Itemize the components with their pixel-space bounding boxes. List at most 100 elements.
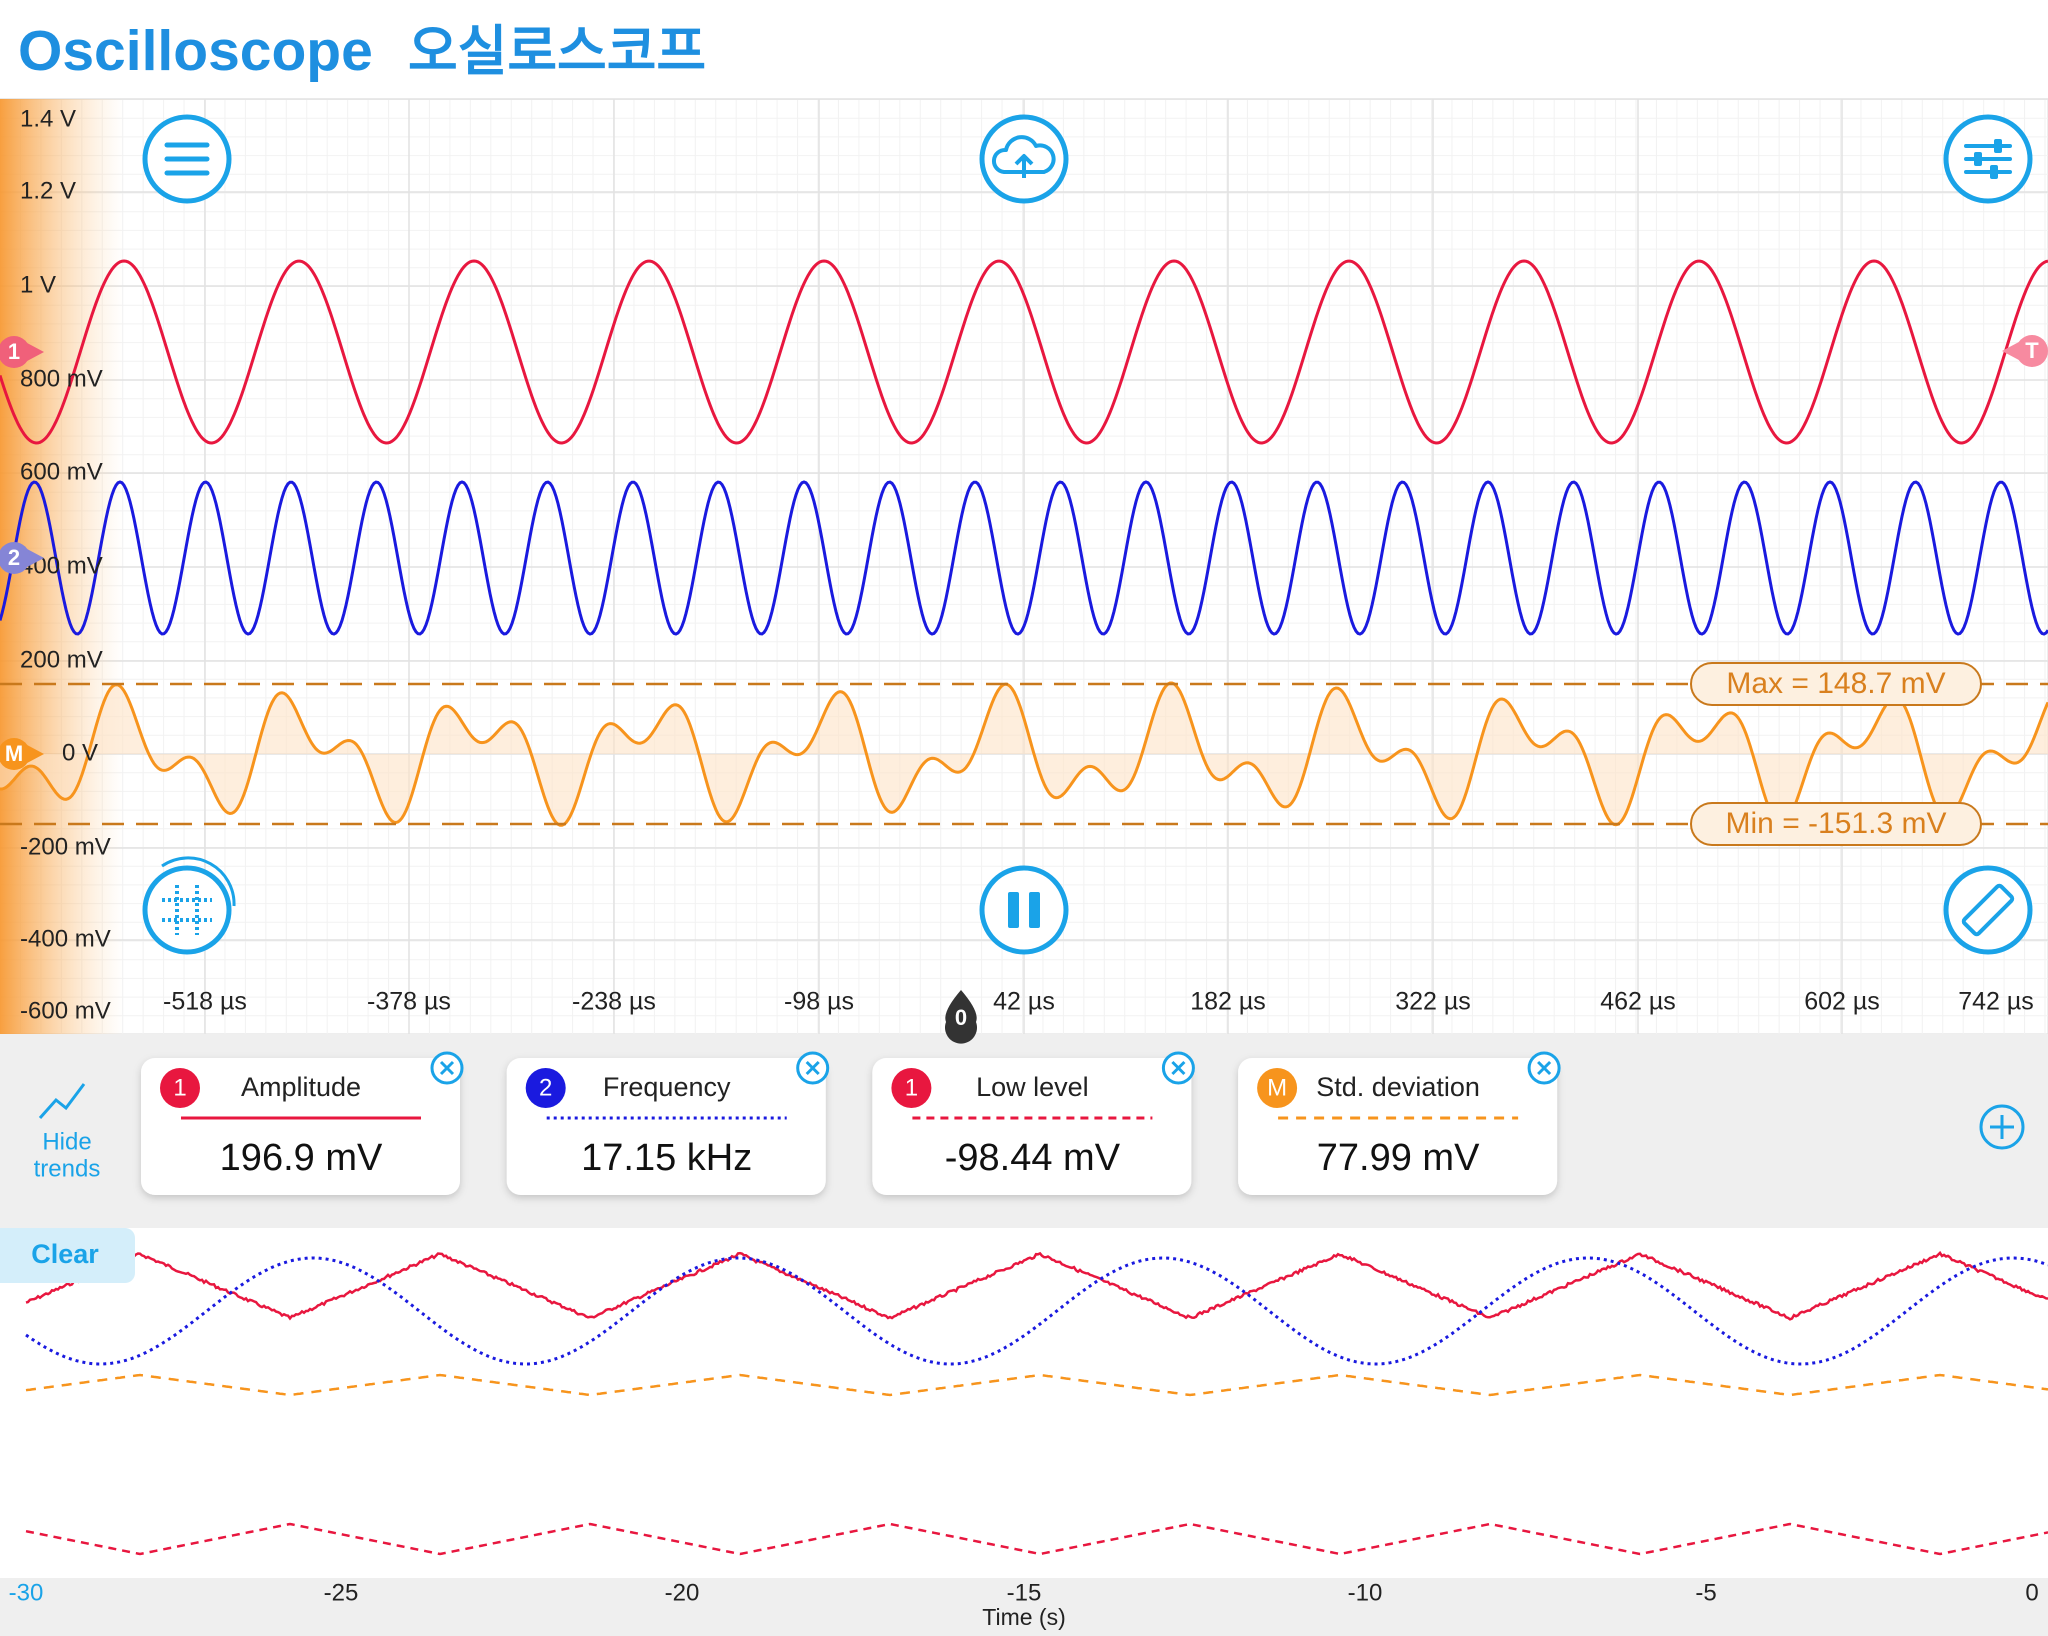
header-bg (0, 0, 2048, 99)
x-label: 742 µs (1958, 988, 2034, 1016)
add-icon (1990, 1115, 2014, 1139)
ruler-icon (1961, 883, 2015, 937)
x-label: -378 µs (367, 988, 451, 1016)
channel-badge-label: 1 (905, 1074, 918, 1101)
trend-x-title: Time (s) (982, 1604, 1065, 1630)
cloud-icon (991, 135, 1056, 178)
y-label: 1 V (20, 271, 56, 298)
slider-knob (1994, 139, 2002, 153)
limit-label: Min = -151.3 mV (1726, 807, 1947, 840)
trends-toggle[interactable]: trends (34, 1155, 101, 1182)
channel-badge-label: 2 (539, 1074, 552, 1101)
app-subtitle: 오실로스코프 (408, 21, 706, 81)
x-label: 42 µs (993, 988, 1055, 1016)
trend-frequency (25, 1256, 2048, 1366)
remove-icon (1537, 1060, 1552, 1076)
x-label: 182 µs (1190, 988, 1266, 1016)
marker (0, 542, 30, 574)
limit-badge (1690, 662, 1982, 706)
trend-x-label: -20 (665, 1579, 700, 1606)
channel-badge (160, 1068, 200, 1108)
pause-button[interactable] (979, 865, 1069, 955)
x-label: 602 µs (1804, 988, 1880, 1016)
measure-name: Std. deviation (1316, 1072, 1480, 1102)
channel-1-wave (0, 259, 2048, 445)
pause-bar (1029, 892, 1040, 928)
channel-badge (525, 1068, 566, 1108)
slider-knob (1974, 152, 1982, 166)
limit-badge (1690, 802, 1982, 846)
trend-x-label: -10 (1348, 1579, 1383, 1606)
marker (0, 738, 30, 770)
limit-label: Max = 148.7 mV (1726, 667, 1945, 700)
slider-knob (1990, 165, 1998, 179)
trend-x-label: -30 (9, 1579, 44, 1606)
trends-toggle[interactable]: Hide (42, 1128, 91, 1155)
marker (2016, 335, 2048, 367)
ruler-button[interactable] (1943, 865, 2033, 955)
measure-value: -98.44 mV (945, 1137, 1121, 1179)
channel-badge-label: M (1267, 1074, 1287, 1101)
y-label: 600 mV (20, 458, 103, 485)
remove-icon (439, 1060, 455, 1076)
channel-badge-label: 1 (173, 1074, 186, 1101)
trend-x-label: -15 (1007, 1579, 1042, 1606)
trend-x-label: -25 (324, 1579, 359, 1606)
pause-bar (1008, 892, 1019, 928)
trend-x-label: 0 (2025, 1579, 2038, 1606)
x-label: 322 µs (1395, 988, 1471, 1016)
grid-arc (161, 856, 236, 907)
y-label: 1.4 V (20, 105, 76, 132)
marker (0, 336, 30, 368)
y-label: 0 V (62, 739, 98, 766)
trends-icon[interactable] (38, 1083, 86, 1119)
measure-name: Low level (976, 1072, 1089, 1102)
y-label: 800 mV (20, 365, 103, 392)
y-label: -600 mV (20, 997, 111, 1024)
remove-icon (805, 1060, 820, 1076)
x-label: -518 µs (163, 988, 247, 1016)
grid-icon (162, 885, 212, 935)
marker-label: 2 (8, 545, 20, 570)
channel-badge (1257, 1068, 1298, 1108)
y-label: -400 mV (20, 925, 111, 952)
trend-stddev (25, 1373, 2048, 1397)
clear-button[interactable] (0, 1228, 135, 1283)
y-label: 200 mV (20, 646, 103, 673)
zero-marker: 0 (955, 1005, 967, 1030)
measure-card[interactable] (141, 1058, 460, 1195)
measure-card[interactable] (872, 1058, 1192, 1195)
grid-button[interactable] (142, 865, 232, 955)
channel-2-wave (0, 480, 2048, 636)
x-label: 462 µs (1600, 988, 1676, 1016)
trend-axis-bg (0, 1578, 2048, 1636)
trend-low-level (25, 1522, 2048, 1556)
trend-x-label: -5 (1695, 1579, 1716, 1606)
clear-label[interactable]: Clear (31, 1239, 99, 1269)
trend-amplitude (25, 1250, 2048, 1321)
trend-bg (0, 1228, 2048, 1578)
x-label: -98 µs (784, 988, 854, 1016)
marker-label: T (2025, 338, 2039, 363)
y-label: 1.2 V (20, 177, 76, 204)
measure-card[interactable] (506, 1058, 826, 1195)
measure-name: Amplitude (241, 1072, 361, 1102)
measure-value: 77.99 mV (1317, 1137, 1480, 1179)
marker-label: M (5, 741, 23, 766)
measure-name: Frequency (603, 1072, 731, 1102)
math-area (0, 683, 2048, 826)
app-title: Oscilloscope (18, 19, 373, 83)
x-label: -238 µs (572, 988, 656, 1016)
zero-marker-shape (945, 990, 977, 1044)
measure-card[interactable] (1238, 1058, 1558, 1195)
remove-icon (1171, 1060, 1186, 1076)
math-wave (0, 681, 2048, 827)
measure-value: 17.15 kHz (581, 1137, 752, 1179)
channel-badge (891, 1068, 932, 1108)
y-label: -200 mV (20, 833, 111, 860)
measure-value: 196.9 mV (220, 1137, 383, 1179)
marker-label: 1 (8, 339, 20, 364)
add-button[interactable] (1979, 1104, 2025, 1150)
